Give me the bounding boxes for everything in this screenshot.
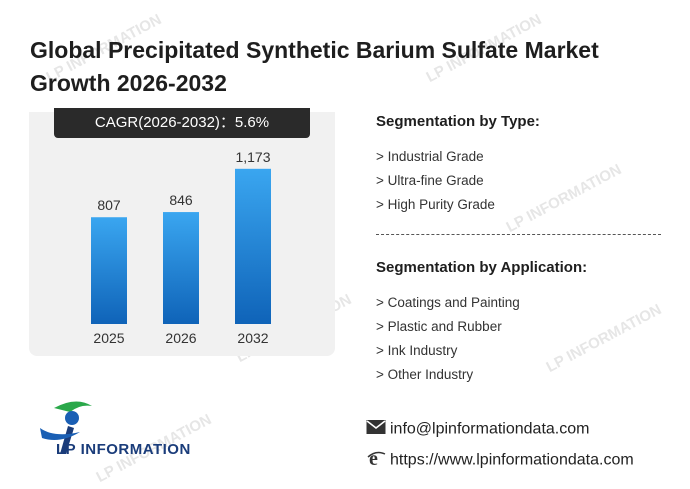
- application-segmentation-list: > Coatings and Painting > Plastic and Ru…: [376, 291, 520, 387]
- list-item: > Ultra-fine Grade: [376, 173, 484, 188]
- value-label: 846: [169, 192, 193, 208]
- type-segmentation-heading: Segmentation by Type:: [376, 113, 540, 130]
- browser-e-icon: e: [366, 448, 386, 473]
- bar-2026: [163, 212, 199, 324]
- category-label: 2025: [93, 330, 124, 346]
- list-item: > Ink Industry: [376, 343, 458, 358]
- type-segmentation-list: > Industrial Grade > Ultra-fine Grade > …: [376, 145, 495, 217]
- value-label: 807: [97, 197, 121, 213]
- watermark: LP INFORMATION: [503, 161, 625, 236]
- website-text[interactable]: https://www.lpinformationdata.com: [390, 451, 634, 469]
- bar-2032: [235, 168, 271, 324]
- list-item: > Plastic and Rubber: [376, 319, 502, 334]
- category-label: 2026: [165, 330, 196, 346]
- logo-text: LP INFORMATION: [56, 441, 191, 458]
- cagr-badge: CAGR(2026-2032)：5.6%: [54, 108, 310, 138]
- website-contact[interactable]: e https://www.lpinformationdata.com: [366, 448, 634, 473]
- envelope-icon: [366, 419, 386, 440]
- lp-information-logo: [40, 401, 92, 454]
- email-text[interactable]: info@lpinformationdata.com: [390, 420, 590, 438]
- bar-chart: 807 2025 846 2026 1,173 2032: [91, 149, 271, 346]
- category-label: 2032: [237, 330, 268, 346]
- list-item: > Other Industry: [376, 367, 474, 382]
- bar-2025: [91, 217, 127, 324]
- watermark: LP INFORMATION: [543, 301, 665, 376]
- page-title: Global Precipitated Synthetic Barium Sul…: [30, 37, 599, 96]
- list-item: > Industrial Grade: [376, 149, 484, 164]
- divider: [376, 234, 661, 235]
- list-item: > Coatings and Painting: [376, 295, 520, 310]
- application-segmentation-heading: Segmentation by Application:: [376, 259, 588, 276]
- svg-text:e: e: [369, 448, 378, 468]
- value-label: 1,173: [235, 149, 270, 165]
- email-contact[interactable]: info@lpinformationdata.com: [366, 419, 589, 440]
- list-item: > High Purity Grade: [376, 197, 495, 212]
